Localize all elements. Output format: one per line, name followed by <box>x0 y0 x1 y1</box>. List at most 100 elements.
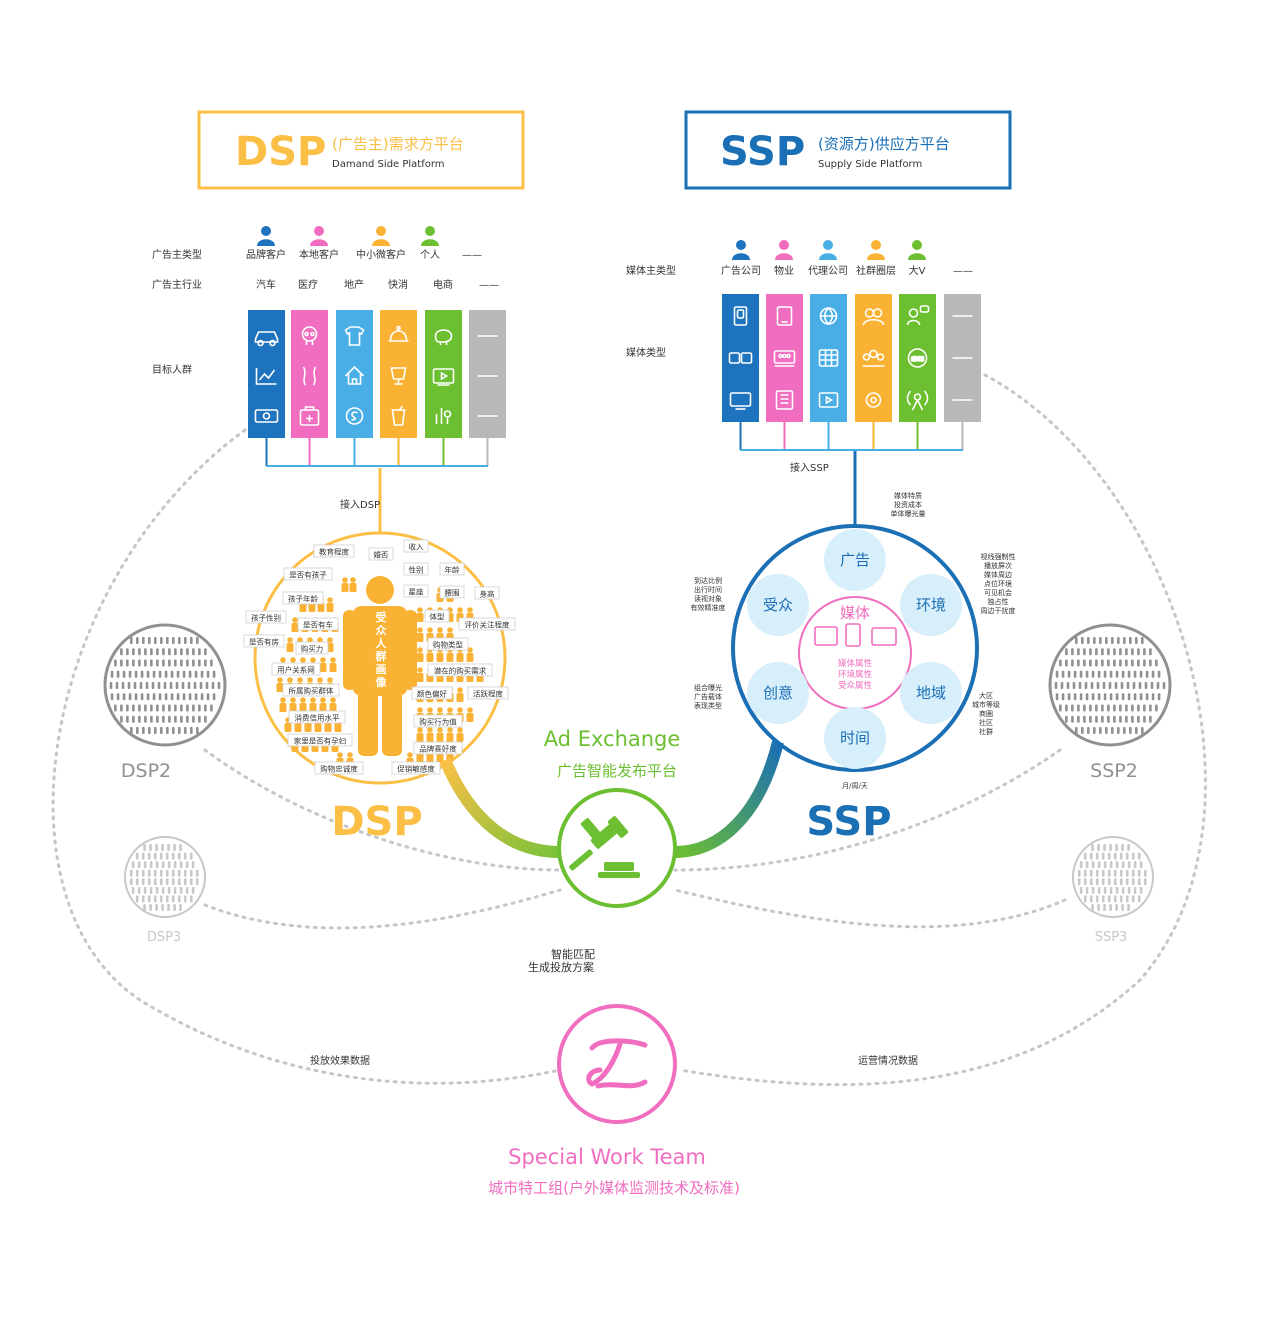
satellite-person <box>1081 637 1084 644</box>
satellite-person <box>1083 869 1087 877</box>
mini-person-icon <box>466 647 474 662</box>
satellite-person <box>161 904 164 911</box>
satellite-person <box>1115 844 1118 851</box>
satellite-person <box>1107 704 1110 712</box>
mini-person-icon <box>319 657 327 672</box>
satellite-person <box>150 704 153 712</box>
satellite-person <box>1107 715 1110 723</box>
satellite-person <box>1107 852 1111 860</box>
persona-tag: 星座 <box>409 587 424 597</box>
satellite-person <box>174 704 177 712</box>
skull-icon <box>301 326 318 345</box>
mini-person-icon <box>416 607 424 622</box>
satellite-person <box>205 682 209 689</box>
satellite-person <box>1127 886 1131 894</box>
persona-tag-box <box>243 634 285 648</box>
satellite-person <box>158 693 162 701</box>
satellite-person <box>178 637 181 644</box>
satellite-person <box>1071 648 1074 656</box>
satellite-person <box>120 659 123 667</box>
satellite-person <box>204 704 207 712</box>
satellite-person <box>138 659 141 667</box>
mini-person-icon <box>436 727 444 742</box>
media-owner-type-label: 代理公司 <box>808 265 848 277</box>
satellite-person <box>1077 715 1080 723</box>
chart-icon <box>255 368 277 385</box>
satellite-person <box>179 886 183 894</box>
ad-exchange-title: Ad Exchange <box>544 727 681 751</box>
persona-tag: 孩子性别 <box>251 613 281 623</box>
satellite-person <box>1145 670 1149 678</box>
satellite-person <box>211 682 215 689</box>
satellite-person <box>159 852 163 860</box>
satellite-person <box>1101 715 1104 723</box>
satellite-person <box>1101 869 1105 877</box>
persona-tag: 是否有房 <box>249 637 279 647</box>
satellite-person <box>157 682 161 689</box>
ssp-note-ad: 投资成本 <box>894 500 922 509</box>
ssp-note-env: 媒体周边 <box>984 570 1012 579</box>
satellite-person <box>143 844 146 851</box>
satellite-person <box>151 682 155 689</box>
satellite-person <box>1125 704 1128 712</box>
satellite-person <box>148 727 151 734</box>
satellite-person <box>1119 869 1123 877</box>
row-label-advertiser-type: 广告主类型 <box>152 248 202 261</box>
satellite-person <box>1127 861 1131 869</box>
persona-tag-box <box>282 591 324 605</box>
ssp-note-creative: 广告载体 <box>694 692 722 701</box>
gear-head-icon <box>865 392 882 408</box>
satellite-person <box>1143 878 1147 886</box>
satellite-person <box>110 693 114 701</box>
satellite-person <box>1113 869 1117 877</box>
media-owner-type-label: 大V <box>909 264 926 277</box>
satellite-person <box>132 648 135 656</box>
satellite-person <box>1132 682 1136 689</box>
satellite-person <box>195 869 199 877</box>
satellite-person <box>159 869 163 877</box>
satellite-person <box>140 693 144 701</box>
satellite-person <box>1109 670 1113 678</box>
satellite-person <box>167 904 170 911</box>
satellite-person <box>161 844 164 851</box>
satellite-person <box>1119 878 1123 886</box>
satellite-person <box>114 704 117 712</box>
satellite-dsp3: DSP3 <box>124 836 206 945</box>
satellite-person <box>195 878 199 886</box>
satellite-person <box>1097 886 1101 894</box>
satellite-person <box>1101 852 1105 860</box>
satellite-person <box>156 704 159 712</box>
satellite-person <box>1107 878 1111 886</box>
satellite-person <box>192 659 195 667</box>
ssp-center-attr: 媒体属性 <box>838 658 873 669</box>
satellite-person <box>1119 659 1122 667</box>
satellite-person <box>1138 682 1142 689</box>
satellite-person <box>164 670 168 678</box>
persona-tag-box <box>411 686 453 700</box>
satellite-person <box>1111 727 1114 734</box>
satellite-person <box>206 670 210 678</box>
sms-icon: SMS <box>907 348 928 368</box>
dsp-header-box: DSP (广告主)需求方平台 Damand Side Platform <box>197 110 525 190</box>
industry-label: 汽车 <box>256 278 276 291</box>
satellite-person <box>1149 659 1152 667</box>
satellite-person <box>1131 878 1135 886</box>
satellite-person <box>184 727 187 734</box>
satellite-person <box>200 670 204 678</box>
satellite-person <box>1162 682 1166 689</box>
mini-person-icon <box>416 727 424 742</box>
satellite-person <box>146 670 150 678</box>
ssp-dimension-label: 环境 <box>916 596 946 614</box>
swt-subtitle: 城市特工组(户外媒体监测技术及标准) <box>488 1179 740 1197</box>
satellite-person <box>1139 886 1143 894</box>
satellite-person <box>1113 852 1117 860</box>
satellite-person <box>1065 715 1068 723</box>
persona-tag: 购物类型 <box>433 640 463 650</box>
persona-tag-box <box>287 733 353 747</box>
satellite-person <box>159 878 163 886</box>
satellite-person <box>141 878 145 886</box>
satellite-person <box>1115 670 1119 678</box>
satellite-ssp3: SSP3 <box>1072 836 1154 945</box>
satellite-person <box>140 670 144 678</box>
